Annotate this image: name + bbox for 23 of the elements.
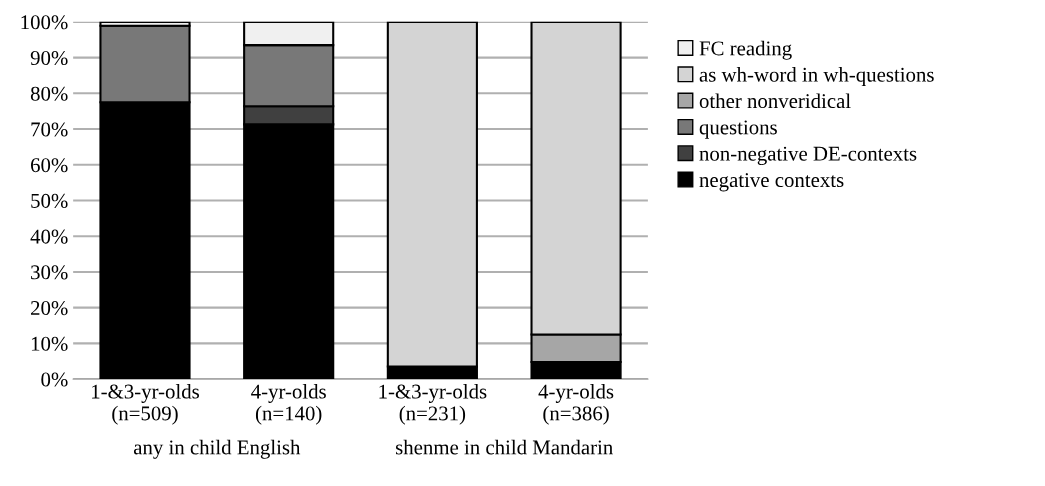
y-tick-label: 50% — [31, 193, 68, 208]
legend-label: questions — [699, 120, 777, 139]
x-tick-label: 1-&3-yr-olds (n=509) — [92, 383, 199, 425]
y-tick-label: 20% — [31, 301, 68, 316]
text: shenme in child Mandarin — [396, 439, 613, 455]
legend-label: non-negative DE-contexts — [699, 146, 917, 165]
text: any in child English — [133, 439, 301, 459]
y-tick-label: 70% — [31, 122, 68, 137]
legend-label: other nonveridical — [699, 93, 851, 109]
legend-label: as wh-word in wh-questions — [699, 67, 934, 87]
y-tick-label: 10% — [31, 336, 68, 351]
x-tick-label: 4-yr-olds (n=140) — [251, 383, 326, 425]
legend-label: negative contexts — [699, 173, 844, 192]
y-tick-label: 0% — [41, 372, 68, 387]
y-tick-label: 100% — [21, 15, 68, 30]
y-tick-label: 80% — [30, 86, 68, 101]
x-tick-label: 4-yr-olds (n=386) — [538, 383, 614, 425]
legend-label: FC reading — [699, 40, 792, 60]
y-tick-label: 90% — [30, 50, 68, 66]
y-tick-label: 30% — [31, 265, 68, 280]
x-tick-label: 1-&3-yr-olds (n=231) — [379, 383, 487, 425]
y-tick-label: 60% — [31, 158, 68, 173]
y-tick-label: 40% — [30, 229, 68, 244]
